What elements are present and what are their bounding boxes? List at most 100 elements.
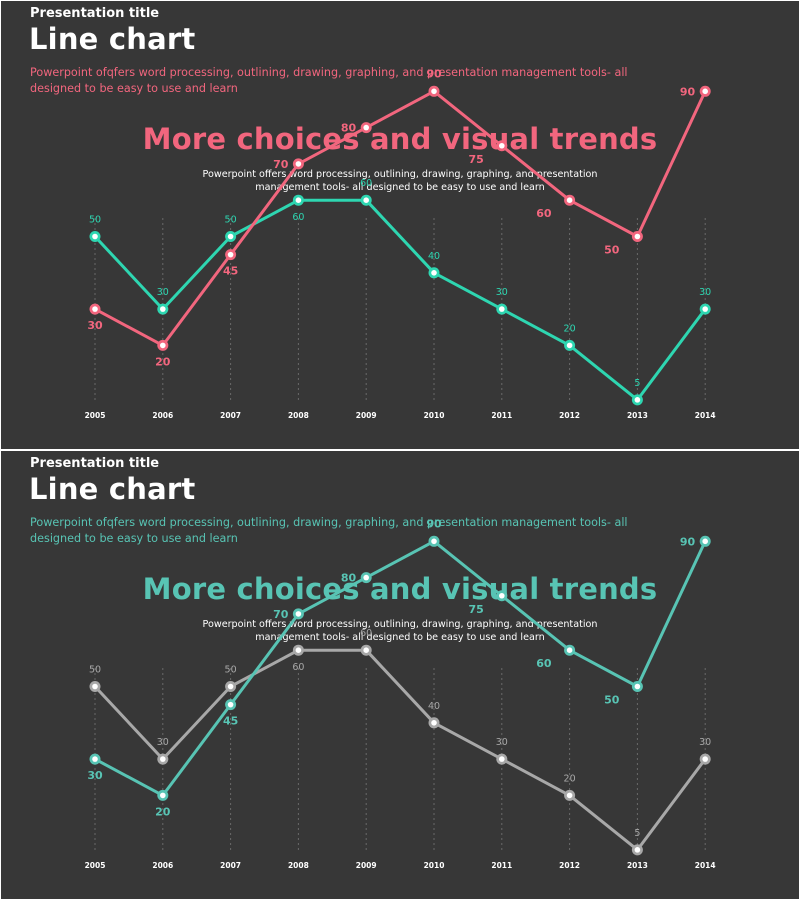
data-label: 50 bbox=[89, 215, 101, 226]
data-point-center bbox=[431, 88, 437, 95]
chart-headline: More choices and visual trends bbox=[142, 122, 658, 156]
data-point-center bbox=[92, 306, 98, 312]
data-point-center bbox=[363, 197, 370, 203]
data-label: 90 bbox=[680, 535, 696, 548]
line-chart: 2005 2006 2007 2008 2009 2010 2011 2012 2013 2014… bbox=[85, 517, 716, 870]
data-label: 70 bbox=[273, 158, 289, 171]
data-point-center bbox=[160, 756, 166, 762]
data-point-center bbox=[566, 342, 573, 349]
series-line bbox=[93, 198, 707, 402]
data-point-center bbox=[92, 233, 98, 240]
x-tick-label: 2010 bbox=[424, 411, 445, 420]
presentation-title: Presentation title bbox=[30, 6, 160, 21]
data-point-center bbox=[431, 538, 437, 545]
chart-subtext: Powerpoint offers word processing, outli… bbox=[202, 169, 598, 193]
x-tick-label: 2009 bbox=[356, 411, 377, 420]
data-label: 60 bbox=[360, 628, 372, 639]
data-label: 90 bbox=[426, 517, 442, 530]
series-line bbox=[94, 89, 707, 347]
data-label: 45 bbox=[223, 715, 238, 728]
data-point-center bbox=[634, 847, 641, 853]
data-point-center bbox=[702, 538, 708, 545]
data-label: 60 bbox=[292, 212, 304, 223]
chart-subtext: Powerpoint offers word processing, outli… bbox=[202, 619, 598, 643]
data-label: 50 bbox=[225, 215, 237, 226]
data-label: 50 bbox=[225, 665, 237, 676]
x-tick-label: 2005 bbox=[85, 861, 106, 870]
x-tick-label: 2012 bbox=[559, 411, 580, 420]
x-tick-label: 2009 bbox=[356, 861, 377, 870]
data-label: 45 bbox=[223, 265, 238, 278]
line-chart: 2005 2006 2007 2008 2009 2010 2011 2012 2013 2014… bbox=[85, 67, 716, 420]
x-tick-label: 2014 bbox=[695, 861, 716, 870]
data-point-center bbox=[702, 756, 708, 762]
data-label: 60 bbox=[292, 662, 304, 673]
data-point-center bbox=[499, 592, 505, 599]
data-point-center bbox=[227, 251, 234, 258]
slide-2: Presentation title Line chart Powerpoint… bbox=[1, 451, 799, 899]
data-point-center bbox=[92, 756, 98, 762]
data-label: 20 bbox=[564, 323, 576, 334]
data-label: 50 bbox=[604, 244, 620, 257]
data-point-center bbox=[499, 142, 505, 149]
data-point-center bbox=[566, 197, 573, 203]
data-point-center bbox=[363, 574, 370, 581]
data-point-center bbox=[160, 342, 166, 349]
data-point-center bbox=[566, 792, 573, 799]
data-label: 20 bbox=[564, 773, 576, 784]
data-point-center bbox=[160, 792, 166, 799]
x-tick-label: 2013 bbox=[627, 861, 648, 870]
data-point-center bbox=[702, 88, 708, 95]
data-label: 30 bbox=[157, 737, 169, 748]
x-tick-label: 2007 bbox=[220, 411, 241, 420]
slide-1: Presentation title Line chart Powerpoint… bbox=[1, 1, 799, 449]
x-tick-label: 2012 bbox=[559, 861, 580, 870]
intro-text: Powerpoint ofqfers word processing, outl… bbox=[30, 516, 628, 545]
data-label: 70 bbox=[273, 608, 289, 621]
data-point-center bbox=[499, 756, 505, 762]
data-label: 30 bbox=[87, 769, 103, 782]
data-point-center bbox=[634, 233, 641, 240]
x-tick-label: 2007 bbox=[220, 861, 241, 870]
x-tick-label: 2013 bbox=[627, 411, 648, 420]
data-label: 30 bbox=[496, 287, 508, 298]
data-label: 50 bbox=[89, 665, 101, 676]
intro-text: Powerpoint ofqfers word processing, outl… bbox=[30, 66, 628, 95]
data-label: 60 bbox=[360, 178, 372, 189]
chart-headline: More choices and visual trends bbox=[142, 572, 658, 606]
data-label: 50 bbox=[604, 694, 620, 707]
data-point-center bbox=[499, 306, 505, 312]
x-tick-label: 2008 bbox=[288, 861, 309, 870]
slide-title: Line chart bbox=[29, 22, 196, 56]
x-tick-label: 2011 bbox=[491, 861, 512, 870]
x-tick-label: 2011 bbox=[491, 411, 512, 420]
data-label: 90 bbox=[680, 85, 696, 98]
data-label: 5 bbox=[634, 828, 640, 839]
data-point-center bbox=[363, 124, 370, 131]
data-point-center bbox=[92, 683, 98, 690]
data-label: 5 bbox=[634, 378, 640, 389]
data-label: 20 bbox=[155, 355, 171, 368]
data-point-center bbox=[702, 306, 708, 312]
data-label: 80 bbox=[341, 572, 357, 585]
data-label: 40 bbox=[428, 251, 440, 262]
data-point-center bbox=[431, 270, 437, 276]
data-label: 75 bbox=[468, 603, 483, 616]
data-label: 90 bbox=[426, 67, 442, 80]
data-label: 60 bbox=[536, 657, 552, 670]
x-tick-label: 2006 bbox=[152, 411, 173, 420]
data-label: 30 bbox=[699, 287, 711, 298]
data-label: 30 bbox=[699, 737, 711, 748]
data-point-center bbox=[295, 161, 302, 167]
x-tick-label: 2008 bbox=[288, 411, 309, 420]
data-point-center bbox=[227, 233, 234, 240]
data-point-center bbox=[634, 683, 641, 690]
data-point-center bbox=[634, 397, 641, 403]
slide-title: Line chart bbox=[29, 472, 196, 506]
data-point-center bbox=[160, 306, 166, 312]
data-point-center bbox=[295, 611, 302, 617]
data-label: 30 bbox=[496, 737, 508, 748]
data-label: 80 bbox=[341, 122, 357, 135]
data-label: 30 bbox=[87, 319, 103, 332]
data-point-center bbox=[566, 647, 573, 653]
